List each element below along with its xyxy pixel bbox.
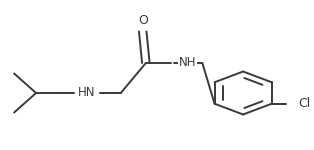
Text: NH: NH <box>179 57 196 69</box>
Text: Cl: Cl <box>298 97 311 110</box>
Text: O: O <box>138 15 148 27</box>
Text: HN: HN <box>78 87 95 99</box>
